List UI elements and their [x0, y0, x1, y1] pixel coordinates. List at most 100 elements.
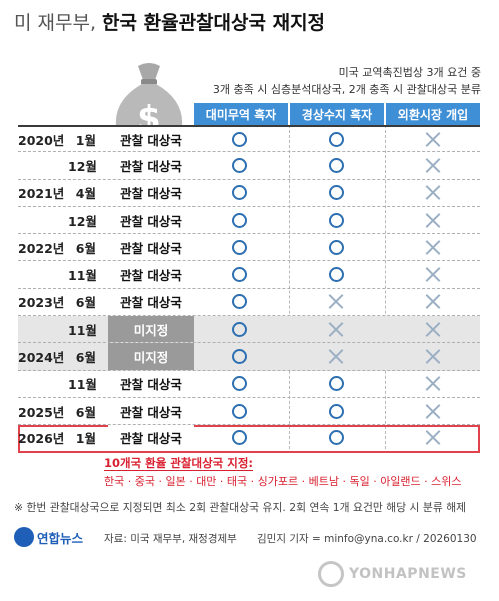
row-month: 6월: [75, 240, 96, 256]
column-header-current-account: 경상수지 흑자: [290, 103, 384, 125]
designated-list-title: 10개국 환율 관찰대상국 지정:: [104, 456, 253, 471]
row-month: 1월: [75, 132, 96, 148]
criterion-cell: [288, 371, 384, 397]
row-date: 11월: [18, 371, 102, 397]
column-headers: 대미무역 흑자 경상수지 흑자 외환시장 개입: [0, 103, 499, 125]
cross-icon: [426, 404, 441, 419]
circle-icon: [231, 185, 247, 201]
criterion-cell: [192, 343, 286, 369]
table-row: 2023년 6월 관찰 대상국: [18, 288, 480, 317]
circle-icon: [328, 267, 344, 283]
page-title: 미 재무부, 한국 환율관찰대상국 재지정: [14, 10, 325, 36]
column-divider: [385, 125, 386, 449]
row-month: 12월: [68, 213, 97, 229]
criterion-cell: [386, 371, 480, 397]
criterion-cell: [386, 289, 480, 315]
row-year: 2026년: [18, 431, 65, 447]
row-date: 2021년 4월: [18, 180, 102, 206]
criterion-cell: [386, 234, 480, 260]
circle-icon: [328, 131, 344, 147]
watermark-text: YONHAPNEWS: [349, 566, 467, 582]
row-year: 2025년: [18, 404, 65, 420]
table-row: 2025년 6월 관찰 대상국: [18, 397, 480, 426]
circle-icon: [328, 212, 344, 228]
criterion-cell: [386, 425, 480, 450]
column-header-trade-surplus: 대미무역 흑자: [194, 103, 288, 125]
table-row: 12월 관찰 대상국: [18, 206, 480, 235]
cross-icon: [426, 240, 441, 255]
criterion-cell: [288, 207, 384, 233]
table-row: 2024년 6월 미지정: [18, 343, 480, 371]
criterion-cell: [192, 289, 286, 315]
criterion-cell: [386, 343, 480, 369]
criterion-cell: [386, 207, 480, 233]
cross-icon: [426, 132, 441, 147]
row-status: 관찰 대상국: [108, 425, 194, 451]
row-date: 12월: [18, 152, 102, 178]
criteria-line-2: 3개 충족 시 심층분석대상국, 2개 충족 시 관찰대상국 분류: [212, 83, 481, 96]
logo-text: 연합뉴스: [37, 530, 84, 546]
row-year: 2023년: [18, 295, 65, 311]
table-row: 12월 관찰 대상국: [18, 152, 480, 180]
row-date: 2024년 6월: [18, 343, 102, 369]
circle-icon: [328, 239, 344, 255]
row-month: 12월: [68, 158, 97, 174]
circle-icon: [231, 376, 247, 392]
row-month: 6월: [75, 350, 96, 366]
criterion-cell: [192, 207, 286, 233]
row-month: 11월: [68, 322, 97, 338]
criterion-cell: [288, 425, 384, 450]
circle-icon: [231, 403, 247, 419]
criterion-cell: [192, 127, 286, 151]
cross-icon: [426, 430, 441, 445]
yonhap-logo: 연합뉴스: [14, 527, 83, 547]
row-date: 2023년 6월: [18, 289, 102, 315]
criterion-cell: [192, 398, 286, 424]
row-status: 미지정: [108, 316, 194, 343]
criterion-cell: [288, 316, 384, 342]
row-status: 관찰 대상국: [108, 261, 194, 288]
row-year: 2024년: [18, 350, 65, 366]
criterion-cell: [192, 261, 286, 287]
circle-icon: [328, 185, 344, 201]
cross-icon: [426, 185, 441, 200]
row-date: 2026년 1월: [18, 425, 102, 450]
cross-icon: [426, 158, 441, 173]
criterion-cell: [192, 180, 286, 206]
row-year: 2020년: [18, 132, 65, 148]
source-credit: 자료: 미국 재무부, 재정경제부: [104, 533, 237, 545]
reporter-credit: 김민지 기자 = minfo@yna.co.kr / 20260130: [257, 533, 477, 545]
cross-icon: [426, 294, 441, 309]
circle-icon: [231, 267, 247, 283]
table-row: 2020년 1월 관찰 대상국: [18, 125, 480, 153]
criterion-cell: [288, 180, 384, 206]
column-divider: [289, 125, 290, 449]
table-row: 2022년 6월 관찰 대상국: [18, 234, 480, 262]
criterion-cell: [386, 152, 480, 178]
designation-table: 2020년 1월 관찰 대상국 12월 관찰 대상국 2021년 4월 관찰 대상국 12월 관찰…: [18, 125, 480, 453]
cross-icon: [329, 322, 344, 337]
column-header-fx-intervention: 외환시장 개입: [386, 103, 480, 125]
criterion-cell: [386, 316, 480, 342]
watermark: YONHAPNEWS: [318, 561, 467, 587]
circle-icon: [328, 403, 344, 419]
row-month: 11월: [68, 268, 97, 284]
criterion-cell: [288, 343, 384, 369]
cross-icon: [426, 267, 441, 282]
cross-icon: [329, 349, 344, 364]
circle-icon: [231, 239, 247, 255]
criterion-cell: [192, 234, 286, 260]
criterion-cell: [192, 371, 286, 397]
circle-icon: [231, 321, 247, 337]
row-status: 미지정: [108, 343, 194, 370]
watermark-icon: [318, 561, 344, 587]
circle-icon: [231, 349, 247, 365]
row-date: 2025년 6월: [18, 398, 102, 424]
cross-icon: [426, 349, 441, 364]
row-status: 관찰 대상국: [108, 288, 194, 316]
row-year: 2022년: [18, 240, 65, 256]
criterion-cell: [288, 127, 384, 151]
row-status: 관찰 대상국: [108, 370, 194, 397]
row-date: 11월: [18, 316, 102, 342]
circle-icon: [231, 157, 247, 173]
